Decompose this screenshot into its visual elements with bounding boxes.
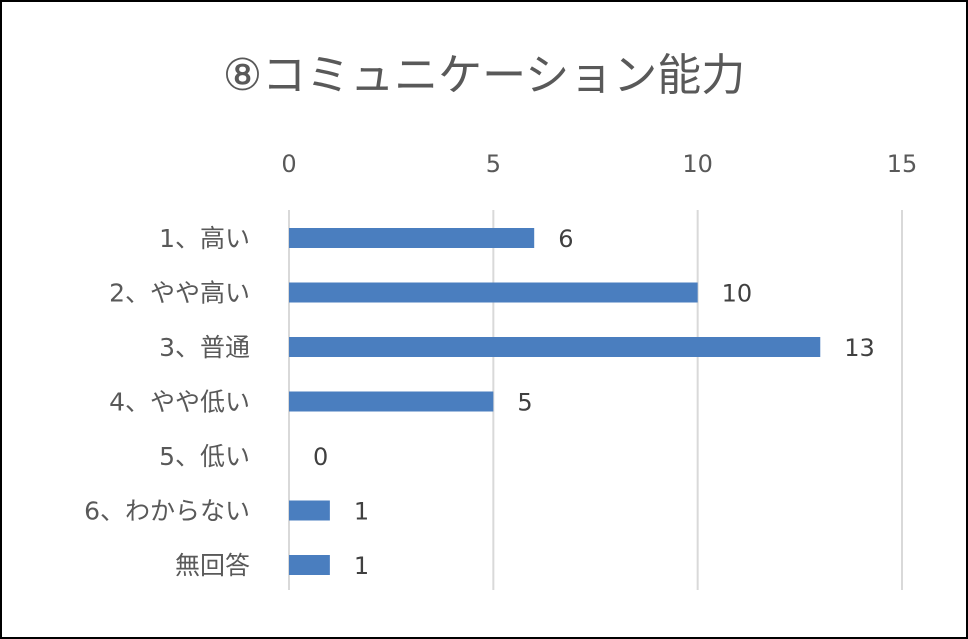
category-label: 4、やや低い [109,388,250,417]
data-label: 10 [722,280,753,308]
bar [289,337,821,357]
x-tick-label: 10 [682,150,713,178]
x-axis-ticks: 0 5 10 15 [281,150,917,178]
data-label: 1 [354,498,369,526]
category-label: 6、わからない [84,497,250,526]
x-tick-label: 0 [281,150,296,178]
bar [289,555,330,575]
data-label: 0 [313,443,328,471]
bars [289,228,821,575]
category-label: 1、高い [159,224,250,253]
chart-title: ⑧コミュニケーション能力 [223,50,746,101]
bar [289,228,535,248]
data-label: 6 [558,225,573,253]
bar [289,282,698,303]
data-label: 1 [354,552,369,580]
data-label: 5 [517,389,532,417]
x-tick-label: 15 [887,150,918,178]
bar [289,500,330,521]
category-label: 3、普通 [159,333,250,362]
data-label: 13 [844,334,875,362]
category-label: 2、やや高い [109,279,250,308]
x-tick-label: 5 [486,150,501,178]
bar [289,391,494,412]
category-label: 無回答 [175,551,250,580]
category-label: 5、低い [159,442,250,471]
